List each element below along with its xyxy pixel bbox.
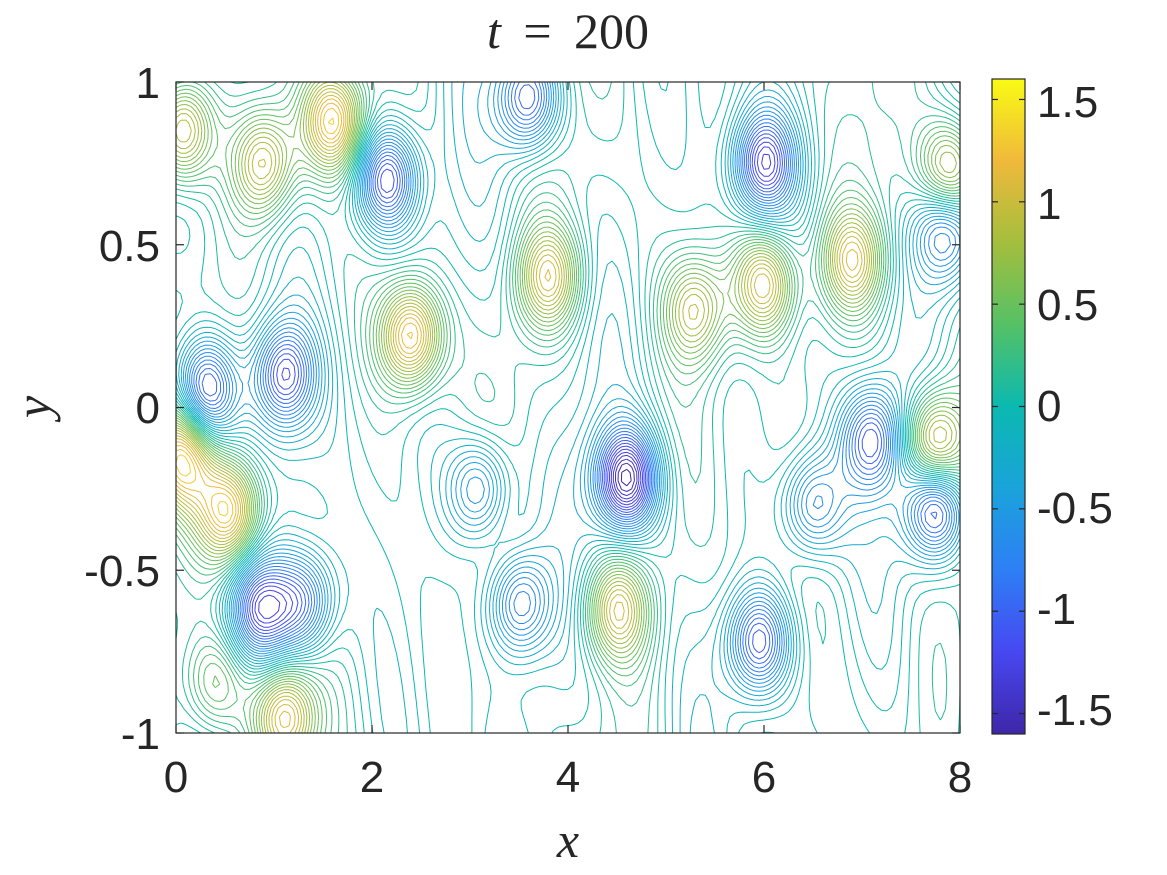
colorbar-tick-labels: 1.5 1 0.5 0 -0.5 -1 -1.5	[1037, 78, 1113, 735]
contour-layer	[176, 82, 960, 733]
contour-line	[617, 462, 635, 492]
contour-line	[193, 82, 950, 673]
contour-line	[254, 146, 776, 624]
colorbar: 1.5 1 0.5 0 -0.5 -1 -1.5	[991, 78, 1113, 735]
contour-line	[178, 82, 960, 701]
contour-line	[176, 98, 859, 729]
y-axis-label: y	[5, 395, 61, 423]
contour-line	[185, 82, 960, 688]
colorbar-tick-marks	[992, 98, 1025, 715]
contour-line	[176, 82, 960, 733]
contour-line	[180, 82, 960, 697]
colorbar-tick-label: 1	[1037, 180, 1061, 229]
x-tick-label: 4	[556, 753, 580, 802]
contour-line	[176, 94, 863, 733]
contour-line	[176, 82, 960, 733]
contour-line	[249, 137, 781, 631]
contour-line	[247, 133, 879, 654]
contour-line	[176, 82, 960, 733]
x-tick-label: 2	[360, 753, 384, 802]
y-tick-label: 1	[136, 59, 160, 108]
contour-line	[176, 82, 953, 733]
colorbar-tick-label: -1	[1037, 585, 1076, 634]
chart-title: t = 200	[487, 3, 649, 59]
tick-marks	[175, 81, 961, 734]
contour-line	[176, 82, 960, 733]
plot-area	[175, 81, 961, 734]
contour-line	[176, 84, 947, 733]
colorbar-tick-label: -1.5	[1037, 686, 1113, 735]
contour-line	[176, 82, 960, 733]
contour-line	[195, 82, 948, 669]
y-tick-label: -0.5	[84, 547, 160, 596]
contour-line	[615, 458, 638, 497]
x-tick-labels: 0 2 4 6 8	[164, 753, 972, 802]
contour-line	[189, 82, 957, 681]
y-tick-label: 0.5	[99, 222, 160, 271]
contour-line	[176, 91, 866, 733]
colorbar-tick-label: 0.5	[1037, 281, 1098, 330]
contour-line	[176, 82, 960, 733]
contour-line	[198, 82, 944, 665]
x-tick-label: 6	[752, 753, 776, 802]
colorbar-tick-label: 1.5	[1037, 78, 1098, 127]
y-tick-label: 0	[136, 384, 160, 433]
contour-line	[176, 82, 960, 733]
contour-line	[176, 82, 960, 733]
colorbar-tick-label: 0	[1037, 382, 1061, 431]
contour-line	[176, 82, 960, 733]
contour-line	[176, 102, 419, 529]
y-tick-label: -1	[121, 710, 160, 759]
contour-line	[251, 141, 779, 628]
colorbar-tick-label: -0.5	[1037, 484, 1113, 533]
contour-line	[612, 454, 640, 500]
contour-line	[176, 117, 335, 517]
x-axis-label: x	[556, 812, 579, 868]
contour-line	[201, 84, 938, 660]
contour-line	[620, 468, 632, 487]
x-tick-label: 8	[948, 753, 972, 802]
contour-line	[187, 82, 960, 684]
contour-line	[176, 82, 960, 733]
y-tick-labels: 1 0.5 0 -0.5 -1	[84, 59, 160, 759]
x-tick-label: 0	[164, 753, 188, 802]
contour-line	[176, 82, 960, 733]
contour-line	[258, 153, 772, 619]
contour-line	[182, 82, 960, 692]
contour-line	[176, 88, 868, 733]
contour-line	[191, 82, 953, 677]
contour-line	[176, 82, 960, 733]
plot-background	[176, 82, 960, 733]
contour-line	[176, 82, 957, 733]
contour-line	[176, 107, 413, 524]
